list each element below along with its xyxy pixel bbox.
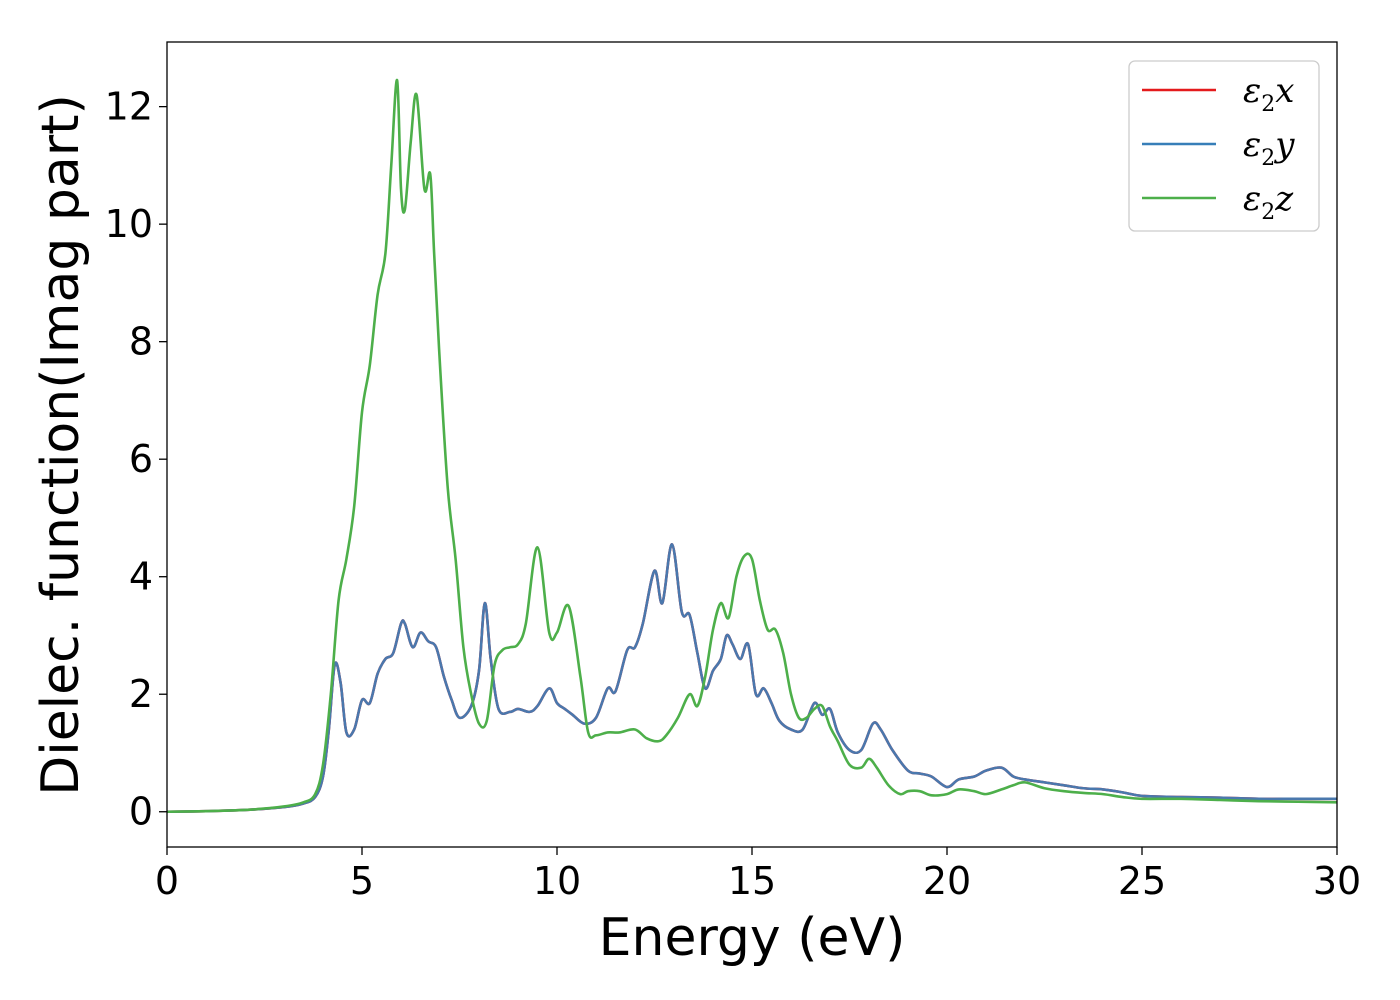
y-tick-label: 4 xyxy=(129,555,153,599)
y-tick-label: 6 xyxy=(129,437,153,481)
y-tick-label: 10 xyxy=(105,202,153,246)
legend-label-x: ε2x xyxy=(1243,71,1294,117)
y-axis-ticks: 0 2 4 6 8 10 12 xyxy=(105,85,167,834)
x-tick-label: 0 xyxy=(155,859,179,903)
y-tick-label: 2 xyxy=(129,672,153,716)
x-axis-title: Energy (eV) xyxy=(599,908,906,968)
x-tick-label: 25 xyxy=(1118,859,1166,903)
x-tick-label: 15 xyxy=(728,859,776,903)
series-layer xyxy=(167,78,1337,814)
y-tick-label: 8 xyxy=(129,320,153,364)
legend-label-y: ε2y xyxy=(1243,125,1295,171)
x-tick-label: 5 xyxy=(350,859,374,903)
legend-label-z: ε2z xyxy=(1243,179,1294,225)
x-tick-label: 10 xyxy=(533,859,581,903)
legend-box xyxy=(1128,60,1320,232)
series-line-3 xyxy=(167,78,1337,814)
x-tick-label: 20 xyxy=(923,859,971,903)
x-tick-label: 30 xyxy=(1313,859,1361,903)
y-tick-label: 12 xyxy=(105,85,153,129)
series-line-2 xyxy=(167,543,1337,814)
y-axis-title: Dielec. function(Imag part) xyxy=(31,94,91,796)
legend: ε2x ε2y ε2z xyxy=(1128,60,1320,232)
y-tick-label: 0 xyxy=(129,790,153,834)
x-axis-ticks: 0 5 10 15 20 25 30 xyxy=(155,847,1361,903)
